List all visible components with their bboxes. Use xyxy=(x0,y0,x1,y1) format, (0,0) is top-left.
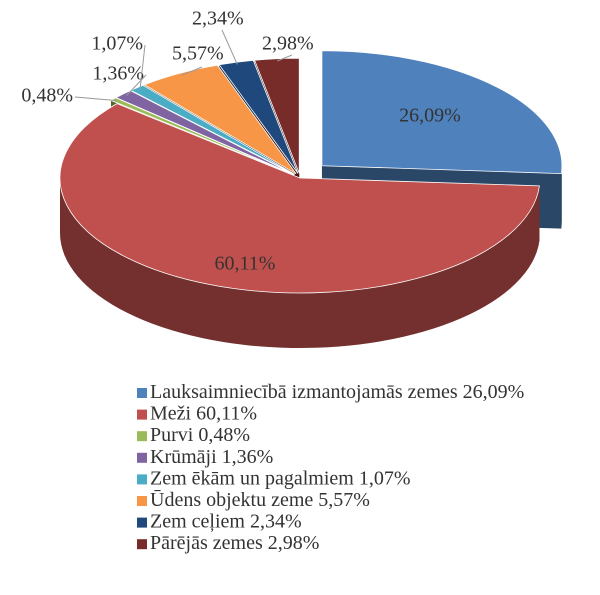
legend-value: 5,57% xyxy=(318,489,370,511)
legend-value: 60,11% xyxy=(196,402,257,424)
legend-label: Krūmāji 1,36% xyxy=(150,445,273,467)
leader-line xyxy=(139,44,146,90)
data-label: 26,09% xyxy=(399,105,461,127)
data-label: 2,98% xyxy=(262,33,314,55)
legend-name: Lauksaimniecībā izmantojamās zemes xyxy=(150,381,458,403)
legend-swatch xyxy=(137,517,147,528)
leader-line xyxy=(74,96,118,102)
legend-value: 2,98% xyxy=(268,532,320,554)
data-label: 60,11% xyxy=(215,253,276,275)
legend-swatch xyxy=(137,409,147,420)
slice-side xyxy=(59,178,540,349)
legend-value: 2,34% xyxy=(250,510,302,532)
data-label: 0,48% xyxy=(21,85,73,107)
slice xyxy=(115,90,295,176)
leader-line xyxy=(277,54,293,62)
legend-label: Lauksaimniecībā izmantojamās zemes 26,09% xyxy=(150,381,524,403)
legend-label: Zem ēkām un pagalmiem 1,07% xyxy=(150,467,411,489)
legend-value: 0,48% xyxy=(198,424,250,446)
legend-label: Meži 60,11% xyxy=(150,402,257,424)
legend-name: Meži xyxy=(150,402,192,424)
legend-label: Ūdens objektu zeme 5,57% xyxy=(150,489,370,511)
legend-swatch xyxy=(137,431,147,442)
legend-swatch xyxy=(137,452,147,463)
legend-swatch xyxy=(137,474,147,485)
legend-name: Ūdens objektu zeme xyxy=(150,489,313,511)
data-label: 1,07% xyxy=(91,33,143,55)
legend-label: Purvi 0,48% xyxy=(150,424,250,446)
legend-name: Krūmāji xyxy=(150,445,217,467)
legend-swatch xyxy=(137,539,147,550)
legend-name: Pārējās zemes xyxy=(150,532,263,554)
slice xyxy=(59,103,540,294)
leader-line xyxy=(221,29,238,65)
legend-value: 1,36% xyxy=(222,445,274,467)
legend-value: 1,07% xyxy=(359,467,411,489)
slice xyxy=(254,57,300,174)
data-label: 5,57% xyxy=(172,43,224,65)
legend-name: Zem ceļiem xyxy=(150,510,245,532)
legend-name: Zem ēkām un pagalmiem xyxy=(150,467,354,489)
legend-name: Purvi xyxy=(150,424,194,446)
sides xyxy=(59,165,562,349)
legend-swatch xyxy=(137,496,147,506)
legend-value: 26,09% xyxy=(463,381,525,403)
legend-swatch xyxy=(137,388,147,398)
slice xyxy=(143,64,297,175)
slice-side xyxy=(561,165,562,229)
tops xyxy=(59,50,563,294)
slice xyxy=(321,50,563,175)
legend-label: Pārējās zemes 2,98% xyxy=(150,532,319,554)
legend-label: Zem ceļiem 2,34% xyxy=(150,510,302,532)
data-label: 2,34% xyxy=(192,8,244,30)
leader-line xyxy=(181,66,203,76)
leader-line xyxy=(126,74,147,96)
data-label: 1,36% xyxy=(92,63,144,85)
